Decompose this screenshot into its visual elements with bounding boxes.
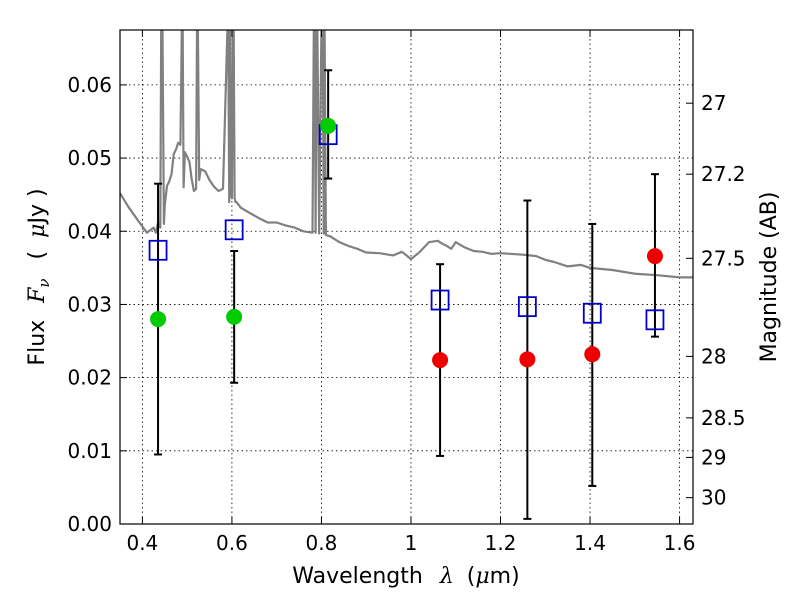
y2-tick-label: 30 [701, 486, 726, 510]
model-flux-square [582, 302, 602, 324]
y-tick-label: 0.04 [67, 219, 112, 243]
y2-tick-label: 27 [701, 91, 726, 115]
flux-point [646, 248, 663, 265]
y2-tick-label: 27.2 [701, 162, 746, 186]
x-tick-label: 1.6 [664, 531, 696, 555]
flux-point [519, 351, 536, 368]
tick-layer: 0.4 0.6 0.8 1 1.2 1.4 1.6 0.00 0.01 0.02 0.03 0.04 0… [67, 30, 746, 555]
plot-frame [119, 29, 694, 525]
y-tick-label: 0.05 [67, 146, 112, 170]
y2-tick-label: 28.5 [701, 406, 746, 430]
model-flux-square [517, 296, 537, 318]
flux-point [584, 346, 601, 363]
x-tick-label: 1 [405, 531, 418, 555]
flux-point [320, 117, 337, 134]
flux-point [150, 311, 167, 328]
y-tick-label: 0.06 [67, 73, 112, 97]
model-flux-square [148, 239, 168, 261]
x-tick-label: 1.2 [485, 531, 517, 555]
x-axis-label: Wavelength λ (μm) [292, 564, 519, 589]
flux-point [432, 352, 449, 369]
y-tick-label: 0.02 [67, 366, 112, 390]
x-tick-label: 0.6 [216, 531, 248, 555]
flux-point [226, 308, 243, 325]
model-flux-square [645, 309, 665, 331]
y-tick-label: 0.03 [67, 292, 112, 316]
grid-lines [120, 30, 693, 525]
spectrum-layer [120, 30, 693, 279]
y2-tick-label: 28 [701, 344, 726, 368]
y-tick-label: 0.00 [67, 512, 112, 536]
y2-tick-label: 27.5 [701, 246, 746, 270]
y-axis-label: Flux Fν ( μJy ) [25, 188, 55, 365]
y-tick-label: 0.01 [67, 439, 112, 463]
x-tick-label: 1.4 [574, 531, 606, 555]
y2-tick-label: 29 [701, 445, 726, 469]
spectrum-line [120, 30, 693, 279]
x-tick-label: 0.4 [126, 531, 158, 555]
marker-layer [148, 117, 665, 369]
y2-axis-label: Magnitude (AB) [757, 192, 782, 363]
x-tick-label: 0.8 [306, 531, 338, 555]
model-flux-square [430, 289, 450, 311]
model-flux-square [224, 219, 244, 241]
